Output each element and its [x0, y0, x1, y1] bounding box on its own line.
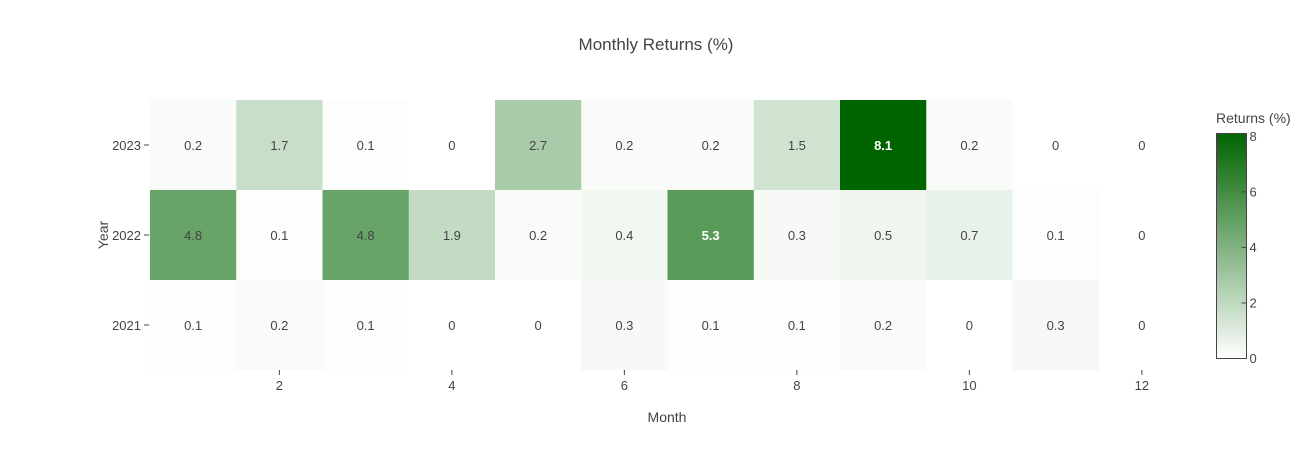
- x-axis-ticks: 2 4 6 8 10 12: [276, 370, 1149, 393]
- cell-value-label-2022-2: 0.1: [270, 228, 288, 243]
- cell-value-label-2022-4: 1.9: [443, 228, 461, 243]
- cell-value-label-2023-1: 0.2: [184, 138, 202, 153]
- cell-value-label-2023-7: 0.2: [702, 138, 720, 153]
- y-tick-label-2021: 2021: [112, 318, 141, 333]
- cell-value-label-2022-9: 0.5: [874, 228, 892, 243]
- cell-value-label-2021-4: 0: [448, 318, 455, 333]
- cell-value-label-2021-5: 0: [535, 318, 542, 333]
- cell-value-label-2023-12: 0: [1138, 138, 1145, 153]
- cell-value-label-2023-8: 1.5: [788, 138, 806, 153]
- cell-value-label-2021-2: 0.2: [270, 318, 288, 333]
- cell-value-label-2023-3: 0.1: [357, 138, 375, 153]
- cell-value-label-2023-9: 8.1: [874, 138, 892, 153]
- colorbar-tick-label-0: 0: [1250, 351, 1257, 366]
- x-tick-label-6: 6: [621, 378, 628, 393]
- y-axis-ticks: 2023 2022 2021: [112, 138, 149, 333]
- cell-value-label-2021-7: 0.1: [702, 318, 720, 333]
- cell-value-label-2022-11: 0.1: [1047, 228, 1065, 243]
- colorbar-gradient: [1217, 134, 1247, 359]
- cell-value-label-2023-2: 1.7: [270, 138, 288, 153]
- cell-value-label-2022-5: 0.2: [529, 228, 547, 243]
- cell-value-label-2023-4: 0: [448, 138, 455, 153]
- x-tick-label-12: 12: [1135, 378, 1149, 393]
- chart-title: Monthly Returns (%): [579, 35, 734, 54]
- colorbar-tick-label-2: 2: [1250, 295, 1257, 310]
- cell-value-label-2022-12: 0: [1138, 228, 1145, 243]
- cell-value-label-2021-8: 0.1: [788, 318, 806, 333]
- cell-value-label-2023-11: 0: [1052, 138, 1059, 153]
- y-axis-label: Year: [95, 221, 111, 250]
- colorbar-tick-label-4: 4: [1250, 240, 1257, 255]
- cell-value-label-2021-9: 0.2: [874, 318, 892, 333]
- colorbar-tick-label-6: 6: [1250, 184, 1257, 199]
- cell-value-label-2021-1: 0.1: [184, 318, 202, 333]
- cell-value-label-2023-6: 0.2: [615, 138, 633, 153]
- heatmap-cells: [150, 100, 1186, 371]
- x-tick-label-2: 2: [276, 378, 283, 393]
- cell-value-label-2022-1: 4.8: [184, 228, 202, 243]
- cell-value-label-2022-8: 0.3: [788, 228, 806, 243]
- cell-value-label-2022-10: 0.7: [960, 228, 978, 243]
- cell-value-label-2021-3: 0.1: [357, 318, 375, 333]
- x-tick-label-10: 10: [962, 378, 976, 393]
- x-tick-label-8: 8: [793, 378, 800, 393]
- colorbar: Returns (%) 0 2 4 6 8: [1216, 110, 1291, 366]
- cell-value-label-2021-11: 0.3: [1047, 318, 1065, 333]
- y-tick-label-2022: 2022: [112, 228, 141, 243]
- cell-value-label-2021-6: 0.3: [615, 318, 633, 333]
- cell-value-label-2023-5: 2.7: [529, 138, 547, 153]
- colorbar-tick-label-8: 8: [1250, 129, 1257, 144]
- cell-value-label-2023-10: 0.2: [960, 138, 978, 153]
- y-tick-label-2023: 2023: [112, 138, 141, 153]
- colorbar-title: Returns (%): [1216, 110, 1291, 126]
- cell-value-label-2021-12: 0: [1138, 318, 1145, 333]
- x-axis-label: Month: [648, 409, 687, 425]
- cell-value-label-2022-3: 4.8: [357, 228, 375, 243]
- cell-value-label-2021-10: 0: [966, 318, 973, 333]
- x-tick-label-4: 4: [448, 378, 455, 393]
- cell-value-label-2022-6: 0.4: [615, 228, 633, 243]
- cell-value-label-2022-7: 5.3: [702, 228, 720, 243]
